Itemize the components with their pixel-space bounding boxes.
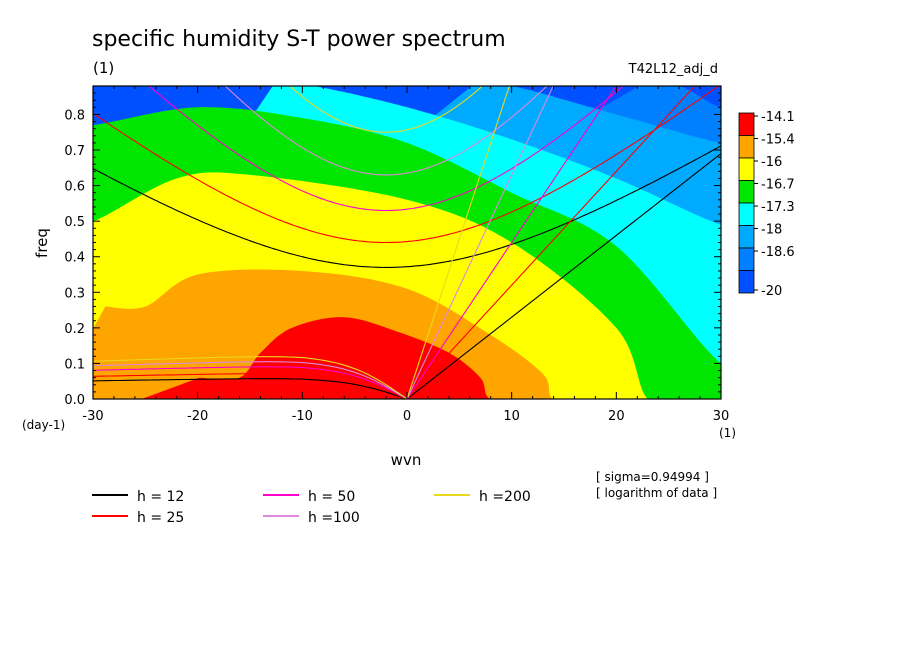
colorbar-label: -18	[761, 223, 782, 238]
colorbar-swatch	[738, 180, 755, 204]
y-tick-label: 0.1	[64, 357, 85, 372]
chart-subtitle: (1)	[93, 59, 114, 77]
dispersion-25	[93, 86, 720, 399]
dispersion-200	[93, 86, 510, 399]
gravity-wave-curve	[93, 145, 721, 268]
axes: -30 -20 -10 0 10 20 30 0.0 0.1 0.2 0.3 0.4 0.5 0.6 0.7…	[64, 86, 729, 424]
colorbar-label: -17.3	[761, 200, 795, 215]
colorbar-label: -16.7	[761, 178, 795, 193]
run-label: T42L12_adj_d	[628, 62, 718, 77]
y-tick-label: 0.0	[64, 393, 85, 408]
colorbar-label: -16	[761, 155, 782, 170]
kelvin-wave-line	[406, 86, 554, 399]
x-tick-label: 0	[403, 409, 411, 424]
rossby-wave-curve	[93, 361, 408, 399]
x-tick-label: -30	[82, 409, 103, 424]
dispersion-50	[93, 86, 625, 399]
y-tick-label: 0.3	[64, 286, 85, 301]
colorbar-swatch	[738, 270, 755, 294]
x-axis-label: wvn	[391, 451, 422, 469]
colorbar-swatch	[738, 157, 755, 181]
x-tick-label: -20	[187, 409, 208, 424]
dispersion-100	[93, 86, 554, 399]
legend-label: h =100	[308, 510, 360, 526]
y-tick-label: 0.8	[64, 108, 85, 123]
rossby-wave-curve	[93, 356, 408, 399]
gravity-wave-curve	[288, 86, 484, 133]
kelvin-wave-line	[406, 152, 721, 399]
y-tick-label: 0.2	[64, 322, 85, 337]
annotation-sigma: [ sigma=0.94994 ]	[596, 470, 709, 484]
gravity-wave-curve	[93, 86, 720, 244]
rossby-wave-curve	[93, 366, 408, 399]
dispersion-curves	[93, 86, 721, 399]
colorbar-swatch	[738, 202, 755, 226]
x-tick-label: 20	[608, 409, 625, 424]
legend-label: h = 12	[137, 489, 184, 505]
legend-label: h = 25	[137, 510, 184, 526]
colorbar-label: -18.6	[761, 245, 795, 260]
colorbar: -14.1 -15.4 -16 -16.7 -17.3 -18 -18.6 -20	[738, 110, 795, 299]
legend-label: h =200	[479, 489, 531, 505]
rossby-wave-curve	[93, 373, 408, 399]
y-tick-label: 0.4	[64, 251, 85, 266]
contour-fills	[93, 86, 721, 399]
x-unit-label: (1)	[719, 426, 736, 440]
legend: h = 12 h = 25 h = 50 h =100 h =200	[92, 489, 531, 526]
kelvin-wave-line	[406, 86, 617, 399]
annotation-log: [ logarithm of data ]	[596, 486, 717, 500]
gravity-wave-curve	[224, 86, 548, 176]
y-axis-label: freq	[33, 228, 51, 258]
colorbar-label: -15.4	[761, 133, 795, 148]
colorbar-swatch	[738, 112, 755, 136]
x-tick-label: 10	[503, 409, 520, 424]
y-unit-label: (day-1)	[22, 418, 65, 432]
x-tick-label: -10	[292, 409, 313, 424]
dispersion-12	[93, 145, 721, 399]
y-tick-label: 0.7	[64, 144, 85, 159]
kelvin-wave-line	[406, 86, 696, 399]
legend-label: h = 50	[308, 489, 355, 505]
chart-title: specific humidity S-T power spectrum	[92, 27, 506, 52]
kelvin-wave-line	[406, 86, 510, 399]
gravity-wave-curve	[148, 86, 625, 212]
colorbar-swatch	[738, 247, 755, 271]
x-tick-label: 30	[713, 409, 730, 424]
colorbar-label: -20	[761, 284, 782, 299]
colorbar-swatch	[738, 225, 755, 249]
colorbar-label: -14.1	[761, 110, 795, 125]
y-tick-label: 0.6	[64, 180, 85, 195]
colorbar-swatch	[738, 135, 755, 159]
y-tick-label: 0.5	[64, 215, 85, 230]
rossby-wave-curve	[93, 378, 408, 399]
